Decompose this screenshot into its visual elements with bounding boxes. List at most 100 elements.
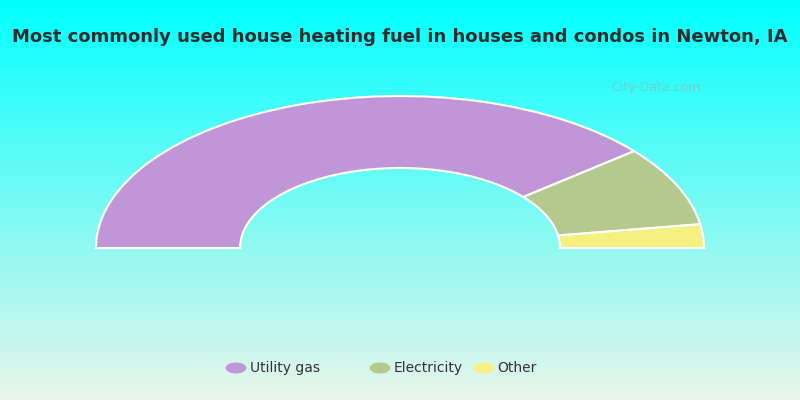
Bar xyxy=(0,192,800,194)
Bar xyxy=(0,326,800,328)
Bar xyxy=(0,298,800,300)
Bar xyxy=(0,116,800,118)
Bar xyxy=(0,46,800,48)
Bar xyxy=(0,388,800,390)
Bar xyxy=(0,110,800,112)
Text: Utility gas: Utility gas xyxy=(250,361,320,375)
Bar xyxy=(0,256,800,258)
Bar xyxy=(0,378,800,380)
Bar xyxy=(0,222,800,224)
Bar xyxy=(0,50,800,52)
Bar xyxy=(0,92,800,94)
Bar xyxy=(0,8,800,10)
Bar xyxy=(0,272,800,274)
Bar xyxy=(0,336,800,338)
Bar xyxy=(0,164,800,166)
Bar xyxy=(0,130,800,132)
Bar xyxy=(0,0,800,2)
Bar xyxy=(0,276,800,278)
Bar xyxy=(0,36,800,38)
Bar xyxy=(0,62,800,64)
Bar xyxy=(0,18,800,20)
Text: City-Data.com: City-Data.com xyxy=(611,82,701,94)
Bar xyxy=(0,12,800,14)
Bar xyxy=(0,346,800,348)
Bar xyxy=(0,366,800,368)
Bar xyxy=(0,360,800,362)
Bar xyxy=(0,208,800,210)
Bar xyxy=(0,182,800,184)
Bar xyxy=(0,372,800,374)
Bar xyxy=(0,72,800,74)
Bar xyxy=(0,4,800,6)
Bar xyxy=(0,70,800,72)
Bar xyxy=(0,78,800,80)
Bar xyxy=(0,202,800,204)
Bar xyxy=(0,38,800,40)
Circle shape xyxy=(474,363,494,373)
Bar xyxy=(0,144,800,146)
Text: Most commonly used house heating fuel in houses and condos in Newton, IA: Most commonly used house heating fuel in… xyxy=(12,28,788,46)
Bar xyxy=(0,20,800,22)
Bar xyxy=(0,140,800,142)
Bar xyxy=(0,34,800,36)
Bar xyxy=(0,218,800,220)
Wedge shape xyxy=(523,151,700,236)
Bar xyxy=(0,248,800,250)
Bar xyxy=(0,200,800,202)
Bar xyxy=(0,104,800,106)
Bar xyxy=(0,314,800,316)
Bar xyxy=(0,132,800,134)
Bar xyxy=(0,106,800,108)
Bar xyxy=(0,26,800,28)
Bar xyxy=(0,176,800,178)
Bar xyxy=(0,332,800,334)
Bar xyxy=(0,250,800,252)
Bar xyxy=(0,190,800,192)
Bar xyxy=(0,316,800,318)
Bar xyxy=(0,160,800,162)
Bar xyxy=(0,168,800,170)
Bar xyxy=(0,64,800,66)
Bar xyxy=(0,274,800,276)
Bar xyxy=(0,262,800,264)
Bar xyxy=(0,134,800,136)
Bar xyxy=(0,206,800,208)
Bar xyxy=(0,32,800,34)
Bar xyxy=(0,136,800,138)
Bar xyxy=(0,40,800,42)
Bar xyxy=(0,240,800,242)
Bar xyxy=(0,90,800,92)
Bar xyxy=(0,260,800,262)
Bar xyxy=(0,252,800,254)
Bar xyxy=(0,118,800,120)
Bar xyxy=(0,318,800,320)
Bar xyxy=(0,280,800,282)
Bar xyxy=(0,56,800,58)
Bar xyxy=(0,278,800,280)
Bar xyxy=(0,286,800,288)
Bar xyxy=(0,30,800,32)
Bar xyxy=(0,226,800,228)
Text: Electricity: Electricity xyxy=(394,361,462,375)
Bar xyxy=(0,290,800,292)
Bar xyxy=(0,310,800,312)
Bar xyxy=(0,324,800,326)
Bar xyxy=(0,166,800,168)
Bar xyxy=(0,14,800,16)
Bar xyxy=(0,158,800,160)
Bar xyxy=(0,174,800,176)
Bar xyxy=(0,350,800,352)
Bar xyxy=(0,234,800,236)
Bar xyxy=(0,224,800,226)
Bar xyxy=(0,198,800,200)
Bar xyxy=(0,100,800,102)
Bar xyxy=(0,266,800,268)
Bar xyxy=(0,76,800,78)
Text: Other: Other xyxy=(498,361,537,375)
Bar xyxy=(0,146,800,148)
Bar xyxy=(0,212,800,214)
Bar xyxy=(0,194,800,196)
Bar xyxy=(0,340,800,342)
Bar xyxy=(0,344,800,346)
